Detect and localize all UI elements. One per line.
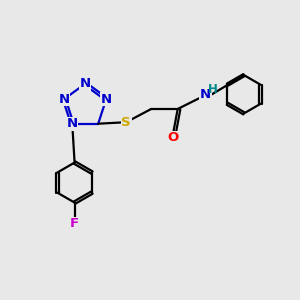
Text: O: O	[168, 131, 179, 144]
Text: S: S	[122, 116, 131, 129]
Text: N: N	[101, 92, 112, 106]
Text: H: H	[208, 83, 218, 96]
Text: N: N	[80, 77, 91, 90]
Text: N: N	[59, 92, 70, 106]
Text: N: N	[67, 117, 78, 130]
Text: N: N	[200, 88, 211, 101]
Text: F: F	[70, 217, 79, 230]
